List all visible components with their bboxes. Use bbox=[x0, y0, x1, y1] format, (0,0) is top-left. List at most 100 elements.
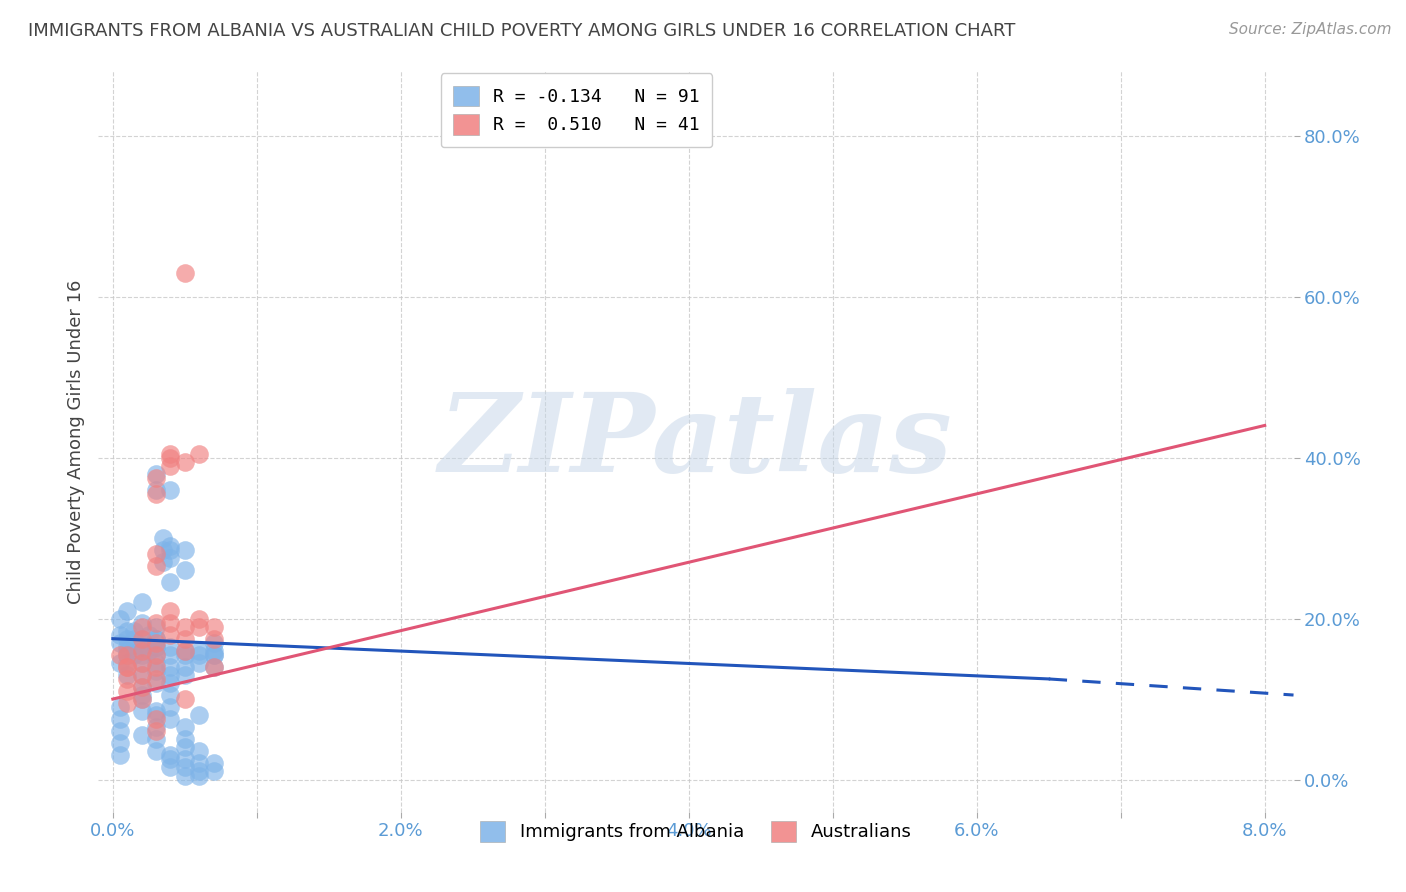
Point bbox=[115, 660, 138, 674]
Text: Source: ZipAtlas.com: Source: ZipAtlas.com bbox=[1229, 22, 1392, 37]
Point bbox=[188, 768, 211, 782]
Point bbox=[159, 483, 181, 497]
Point bbox=[115, 684, 138, 698]
Text: ZIPatlas: ZIPatlas bbox=[439, 388, 953, 495]
Point bbox=[152, 543, 174, 558]
Point bbox=[108, 636, 131, 650]
Point bbox=[202, 648, 225, 662]
Point bbox=[173, 760, 195, 774]
Point bbox=[173, 644, 195, 658]
Point bbox=[108, 724, 131, 739]
Point bbox=[145, 656, 167, 670]
Point bbox=[173, 455, 195, 469]
Point bbox=[124, 648, 146, 662]
Point bbox=[145, 483, 167, 497]
Point bbox=[115, 603, 138, 617]
Point bbox=[159, 450, 181, 465]
Point bbox=[108, 628, 131, 642]
Point bbox=[188, 644, 211, 658]
Point bbox=[145, 640, 167, 654]
Point bbox=[131, 692, 153, 706]
Point bbox=[173, 266, 195, 280]
Point bbox=[173, 752, 195, 766]
Point bbox=[159, 712, 181, 726]
Point bbox=[131, 648, 153, 662]
Point bbox=[173, 692, 195, 706]
Point bbox=[159, 458, 181, 473]
Point bbox=[131, 615, 153, 630]
Point bbox=[145, 732, 167, 747]
Point bbox=[145, 615, 167, 630]
Point bbox=[131, 688, 153, 702]
Point bbox=[159, 676, 181, 690]
Point bbox=[145, 636, 167, 650]
Point bbox=[145, 471, 167, 485]
Point bbox=[115, 696, 138, 710]
Point bbox=[131, 668, 153, 682]
Point bbox=[131, 692, 153, 706]
Point bbox=[188, 447, 211, 461]
Point bbox=[145, 619, 167, 633]
Point bbox=[202, 632, 225, 646]
Legend: Immigrants from Albania, Australians: Immigrants from Albania, Australians bbox=[471, 812, 921, 851]
Point bbox=[188, 648, 211, 662]
Point bbox=[159, 748, 181, 763]
Point bbox=[202, 660, 225, 674]
Point bbox=[108, 611, 131, 625]
Point bbox=[173, 740, 195, 755]
Point bbox=[152, 555, 174, 569]
Point bbox=[131, 640, 153, 654]
Point bbox=[159, 551, 181, 566]
Point bbox=[159, 668, 181, 682]
Point bbox=[115, 656, 138, 670]
Point bbox=[159, 760, 181, 774]
Point bbox=[115, 672, 138, 686]
Point bbox=[173, 732, 195, 747]
Point bbox=[115, 660, 138, 674]
Point bbox=[188, 764, 211, 779]
Point bbox=[131, 644, 153, 658]
Point bbox=[145, 712, 167, 726]
Point bbox=[152, 531, 174, 545]
Point bbox=[173, 668, 195, 682]
Point bbox=[188, 619, 211, 633]
Point bbox=[173, 543, 195, 558]
Point bbox=[145, 467, 167, 481]
Point bbox=[145, 720, 167, 734]
Point bbox=[188, 611, 211, 625]
Point bbox=[115, 632, 138, 646]
Point bbox=[173, 563, 195, 577]
Point bbox=[131, 668, 153, 682]
Point bbox=[108, 736, 131, 750]
Point bbox=[138, 628, 160, 642]
Point bbox=[145, 632, 167, 646]
Point bbox=[145, 487, 167, 501]
Point bbox=[115, 648, 138, 662]
Point bbox=[131, 656, 153, 670]
Point bbox=[159, 700, 181, 714]
Point bbox=[188, 744, 211, 758]
Point bbox=[145, 664, 167, 678]
Point bbox=[145, 704, 167, 718]
Point bbox=[131, 595, 153, 609]
Point bbox=[131, 619, 153, 633]
Point bbox=[131, 704, 153, 718]
Point bbox=[131, 632, 153, 646]
Point bbox=[159, 640, 181, 654]
Point bbox=[115, 668, 138, 682]
Point bbox=[202, 619, 225, 633]
Y-axis label: Child Poverty Among Girls Under 16: Child Poverty Among Girls Under 16 bbox=[66, 279, 84, 604]
Point bbox=[145, 648, 167, 662]
Point bbox=[131, 680, 153, 694]
Point bbox=[124, 632, 146, 646]
Point bbox=[159, 648, 181, 662]
Point bbox=[108, 712, 131, 726]
Point bbox=[202, 636, 225, 650]
Point bbox=[145, 547, 167, 561]
Point bbox=[138, 644, 160, 658]
Point bbox=[173, 768, 195, 782]
Point bbox=[115, 648, 138, 662]
Point bbox=[131, 728, 153, 742]
Point bbox=[159, 543, 181, 558]
Point bbox=[159, 628, 181, 642]
